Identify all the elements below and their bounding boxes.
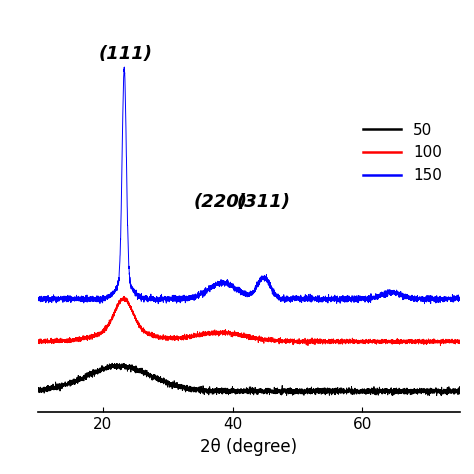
100 [121, 293, 127, 299]
50 [109, 360, 115, 366]
150 [35, 297, 41, 303]
Line: 150: 150 [38, 67, 460, 304]
150 [288, 296, 294, 302]
Text: (111): (111) [99, 45, 153, 63]
50 [112, 361, 118, 366]
150 [457, 296, 463, 302]
50 [382, 389, 388, 395]
100 [196, 330, 202, 336]
50 [288, 389, 294, 394]
Text: (220): (220) [194, 193, 248, 211]
150 [310, 297, 315, 302]
150 [112, 289, 118, 294]
Text: (311): (311) [237, 193, 291, 211]
150 [382, 292, 388, 297]
X-axis label: 2θ (degree): 2θ (degree) [201, 438, 297, 456]
100 [457, 338, 463, 344]
100 [310, 341, 315, 346]
Legend: 50, 100, 150: 50, 100, 150 [356, 117, 448, 189]
150 [155, 301, 161, 307]
Line: 50: 50 [38, 363, 460, 396]
150 [121, 64, 127, 70]
50 [438, 393, 444, 399]
150 [350, 294, 356, 300]
50 [457, 390, 463, 395]
150 [196, 292, 202, 298]
100 [438, 343, 443, 348]
50 [310, 387, 315, 393]
100 [350, 339, 356, 345]
100 [35, 339, 41, 345]
100 [288, 336, 294, 342]
50 [35, 386, 41, 392]
100 [382, 338, 388, 344]
50 [196, 384, 202, 390]
50 [350, 390, 356, 395]
100 [112, 308, 118, 313]
Line: 100: 100 [38, 296, 460, 346]
